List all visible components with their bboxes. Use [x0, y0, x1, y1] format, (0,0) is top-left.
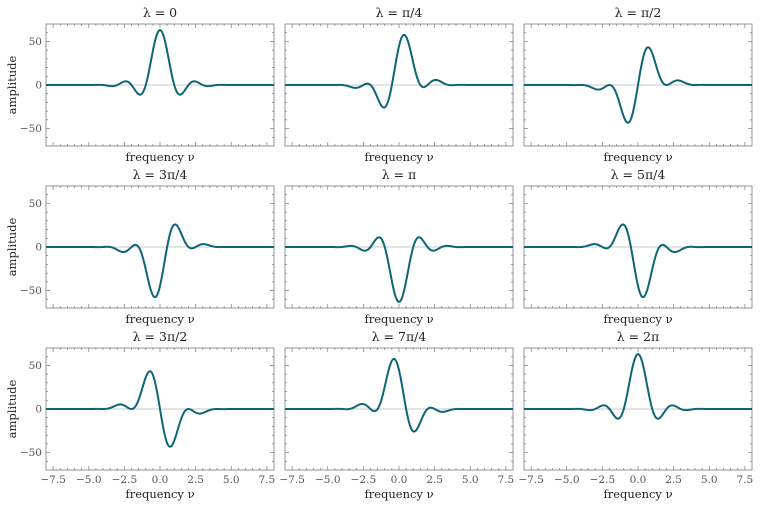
- y-tick-label: 0: [35, 242, 42, 254]
- subplot-9: −7.5 −5.0 −2.5 0.0 2.5 5.0 7.5 λ = 2π frequency …: [518, 329, 753, 501]
- subplot-4: 50 0 −50 λ = 3π/4 frequency ν amplitude: [5, 167, 275, 326]
- panel-title: λ = 5π/4: [611, 167, 666, 182]
- y-tick-label: −50: [20, 447, 42, 459]
- x-axis-label: frequency ν: [125, 312, 194, 326]
- y-tick-label: 50: [29, 360, 42, 372]
- x-axis-label: frequency ν: [125, 487, 194, 501]
- x-tick-label: 5.0: [701, 474, 718, 486]
- x-axis-label: frequency ν: [603, 487, 672, 501]
- panel-title: λ = 3π/2: [133, 329, 188, 344]
- series-line: [284, 33, 514, 109]
- y-tick-label: 50: [29, 198, 42, 210]
- x-tick-label: −7.5: [518, 474, 544, 486]
- x-tick-label: −7.5: [40, 474, 66, 486]
- series-line: [523, 223, 753, 299]
- subplot-7: 50 0 −50 −7.5 −5.0 −2.5 0.0 2.5 5.0 7.5 λ = 3π/2 fr…: [5, 329, 275, 501]
- x-tick-label: −2.5: [112, 474, 138, 486]
- x-tick-label: 7.5: [498, 474, 515, 486]
- x-tick-label: 0.0: [152, 474, 169, 486]
- panel-title: λ = π/2: [615, 5, 662, 20]
- x-tick-label: −5.0: [315, 474, 341, 486]
- panel-title: λ = 7π/4: [372, 329, 427, 344]
- series-line: [45, 29, 275, 96]
- x-tick-label: 7.5: [737, 474, 754, 486]
- panel-title: λ = π: [382, 167, 417, 182]
- x-tick-label: 0.0: [630, 474, 647, 486]
- y-tick-label: 0: [35, 404, 42, 416]
- panel-title: λ = 3π/4: [133, 167, 188, 182]
- series-line: [45, 223, 275, 299]
- x-tick-label: −5.0: [554, 474, 580, 486]
- y-tick-label: 50: [29, 36, 42, 48]
- x-tick-label: 0.0: [391, 474, 408, 486]
- panel-title: λ = π/4: [376, 5, 423, 20]
- subplot-2: λ = π/4 frequency ν: [284, 5, 514, 164]
- subplot-8: −7.5 −5.0 −2.5 0.0 2.5 5.0 7.5 λ = 7π/4 frequenc…: [279, 329, 514, 501]
- x-axis-label: frequency ν: [603, 150, 672, 164]
- panel-title: λ = 0: [143, 5, 177, 20]
- x-axis-label: frequency ν: [364, 487, 433, 501]
- x-tick-label: −7.5: [279, 474, 305, 486]
- x-tick-label: −2.5: [351, 474, 377, 486]
- series-line: [284, 236, 514, 303]
- x-tick-label: 5.0: [462, 474, 479, 486]
- x-axis-label: frequency ν: [364, 150, 433, 164]
- x-tick-label: 5.0: [223, 474, 240, 486]
- subplot-6: λ = 5π/4 frequency ν: [523, 167, 753, 326]
- series-line: [284, 357, 514, 433]
- y-axis-label: amplitude: [5, 55, 19, 114]
- subplot-1: 50 0 −50 λ = 0 frequency ν amplitude: [5, 5, 275, 164]
- series-line: [523, 46, 753, 124]
- subplot-3: λ = π/2 frequency ν: [523, 5, 753, 164]
- y-tick-label: 0: [35, 80, 42, 92]
- y-axis-label: amplitude: [5, 217, 19, 276]
- x-axis-label: frequency ν: [364, 312, 433, 326]
- y-axis-label: amplitude: [5, 379, 19, 438]
- series-line: [523, 353, 753, 420]
- x-tick-label: 2.5: [426, 474, 443, 486]
- subplot-5: λ = π frequency ν: [284, 167, 514, 326]
- y-tick-label: −50: [20, 123, 42, 135]
- series-line: [45, 370, 275, 448]
- x-tick-label: −2.5: [590, 474, 616, 486]
- x-tick-label: 2.5: [187, 474, 204, 486]
- x-tick-label: −5.0: [76, 474, 102, 486]
- x-tick-label: 2.5: [665, 474, 682, 486]
- x-axis-label: frequency ν: [125, 150, 194, 164]
- y-tick-label: −50: [20, 285, 42, 297]
- x-tick-label: 7.5: [259, 474, 276, 486]
- x-axis-label: frequency ν: [603, 312, 672, 326]
- panel-title: λ = 2π: [617, 329, 660, 344]
